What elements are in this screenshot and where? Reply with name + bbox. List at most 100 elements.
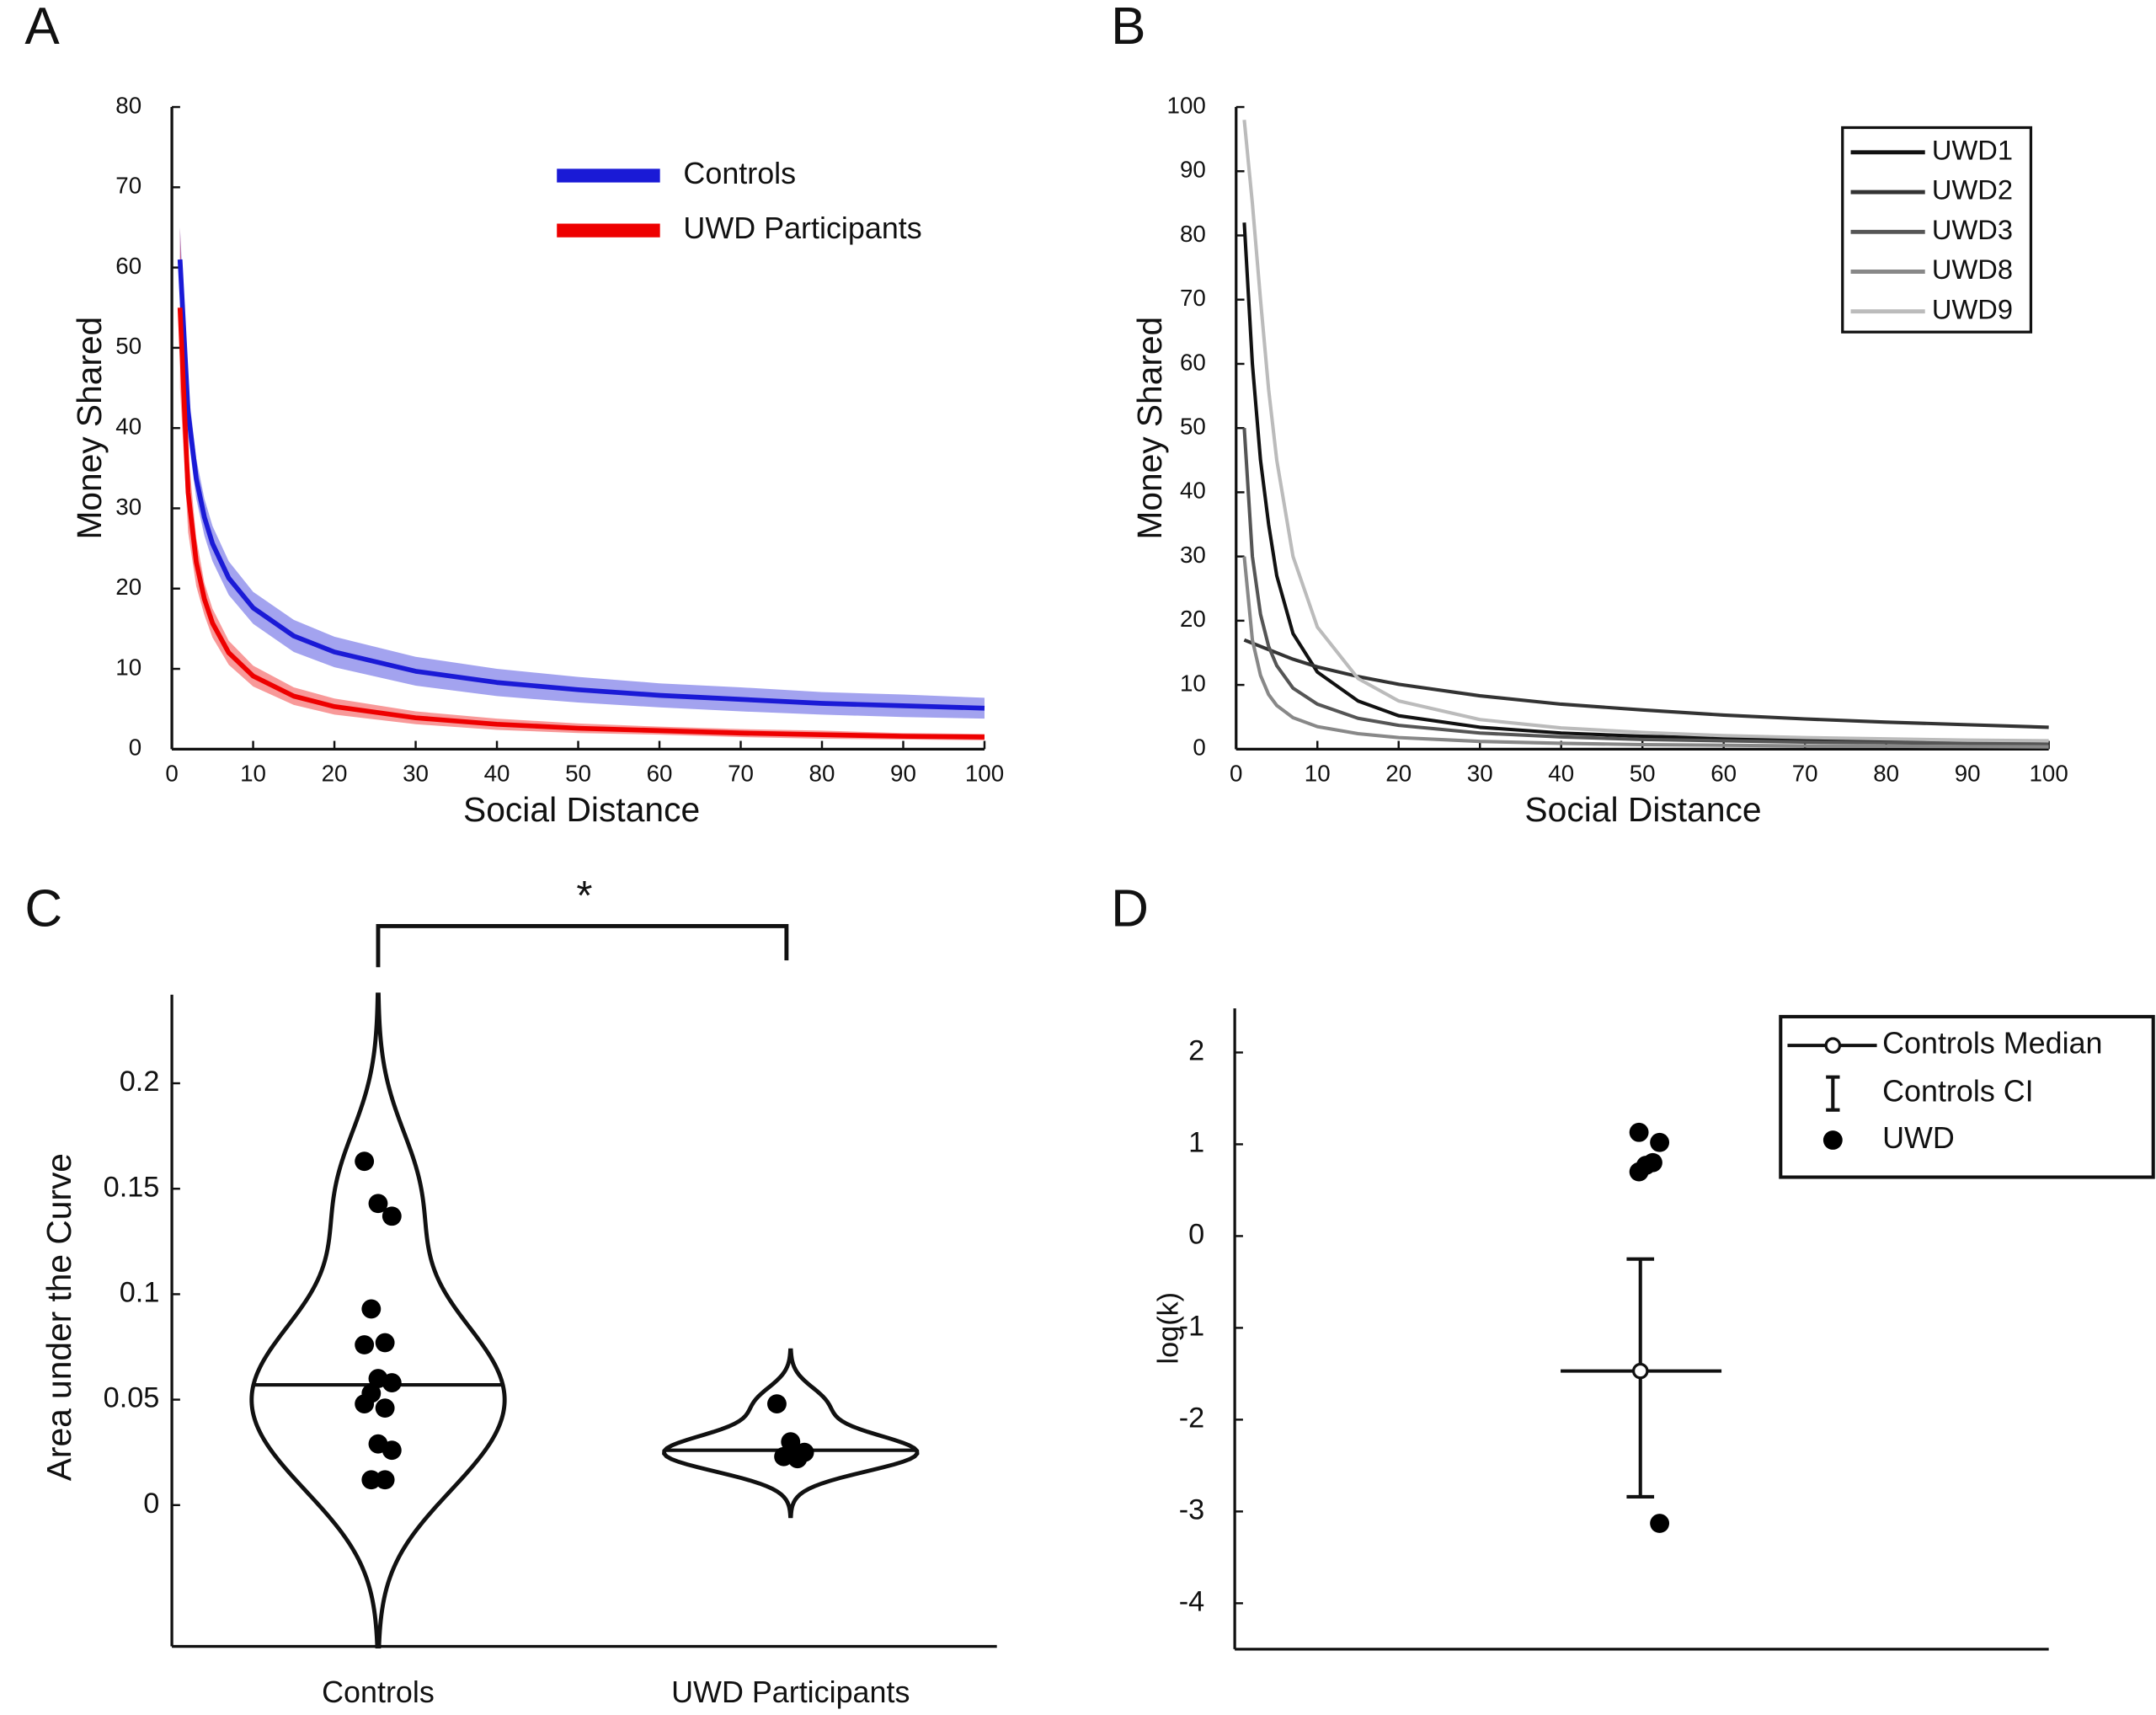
y-tick-label: 0.05	[104, 1382, 160, 1414]
x-tick-label: 10	[240, 761, 266, 787]
data-point	[375, 1398, 395, 1418]
data-point	[1650, 1514, 1670, 1533]
data-point	[1629, 1122, 1649, 1142]
legend-label: UWD1	[1932, 134, 2013, 165]
y-axis-label: log(k)	[1152, 1292, 1184, 1365]
data-point	[382, 1373, 402, 1392]
legend-label: UWD	[1882, 1121, 1955, 1155]
series-line	[1242, 222, 2049, 745]
data-point	[368, 1194, 388, 1214]
y-axis-label: Area under the Curve	[40, 1153, 78, 1481]
x-axis-label: Social Distance	[1524, 790, 1761, 829]
y-tick-label: 60	[115, 253, 141, 279]
x-tick-label: 0	[165, 761, 178, 787]
series-line	[1243, 638, 2049, 729]
y-tick-label: 20	[115, 574, 141, 600]
y-axis-label: Money Shared	[70, 317, 109, 540]
y-tick-label: 10	[115, 654, 141, 680]
panel-label: A	[24, 0, 60, 56]
data-point	[787, 1449, 808, 1469]
x-tick-label: 100	[2030, 761, 2068, 787]
y-tick-label: 0	[1188, 1218, 1204, 1250]
x-tick-label: 40	[484, 761, 510, 787]
panel-label: C	[24, 880, 62, 938]
data-point	[767, 1394, 787, 1414]
x-tick-label: 70	[1792, 761, 1818, 787]
legend-label: UWD2	[1932, 174, 2013, 206]
data-point	[375, 1470, 395, 1490]
y-tick-label: -1	[1179, 1310, 1204, 1342]
legend-swatch	[1824, 1037, 1842, 1054]
x-tick-label: 60	[647, 761, 673, 787]
legend-label: UWD Participants	[683, 211, 921, 245]
y-tick-label: 1	[1188, 1127, 1204, 1159]
data-point	[375, 1333, 395, 1353]
x-tick-label: 10	[1305, 761, 1331, 787]
y-tick-label: 0.15	[104, 1171, 160, 1203]
confidence-band	[179, 227, 985, 740]
data-point	[382, 1440, 402, 1461]
data-point	[355, 1335, 375, 1354]
legend-box	[1779, 1014, 2155, 1179]
legend-box	[1841, 126, 2033, 334]
y-tick-label: 30	[1180, 542, 1206, 568]
x-tick-label: 30	[1467, 761, 1493, 787]
data-point	[1650, 1132, 1670, 1152]
median-marker	[1631, 1362, 1649, 1380]
panel-label: D	[1111, 880, 1149, 938]
x-tick-label: 50	[1630, 761, 1656, 787]
series-line	[177, 307, 985, 740]
legend-label: UWD9	[1932, 293, 2013, 324]
series-line	[1242, 556, 2049, 749]
x-tick-label: 100	[965, 761, 1004, 787]
series-line	[177, 259, 985, 711]
data-point	[361, 1299, 382, 1319]
violin	[662, 1348, 920, 1519]
y-tick-label: 40	[115, 414, 141, 440]
violin	[249, 992, 507, 1649]
x-tick-label: 0	[1230, 761, 1242, 787]
legend-swatch	[1826, 1075, 1840, 1112]
significance-label: *	[576, 874, 592, 919]
data-point	[355, 1394, 375, 1414]
series-line	[1242, 428, 2049, 746]
y-tick-label: 40	[1180, 478, 1206, 504]
y-tick-label: -4	[1179, 1585, 1204, 1617]
x-tick-label: 80	[1873, 761, 1899, 787]
x-tick-label: 30	[403, 761, 429, 787]
legend-label: Controls	[683, 157, 796, 190]
significance-bracket	[376, 923, 789, 968]
x-tick-label: 90	[890, 761, 916, 787]
x-tick-label: 40	[1548, 761, 1574, 787]
x-tick-label: 60	[1710, 761, 1737, 787]
legend-label: UWD3	[1932, 214, 2013, 245]
y-tick-label: 0.2	[120, 1066, 160, 1098]
data-point	[361, 1470, 382, 1490]
panel-label: B	[1111, 0, 1145, 56]
y-tick-label: 30	[115, 494, 141, 520]
legend-swatch	[1822, 1130, 1843, 1150]
y-tick-label: 0	[129, 735, 141, 761]
y-tick-label: 2	[1188, 1035, 1204, 1067]
data-point	[382, 1206, 402, 1226]
y-tick-label: 70	[115, 173, 141, 199]
y-tick-label: -3	[1179, 1493, 1204, 1525]
x-tick-label: 50	[565, 761, 591, 787]
y-tick-label: 80	[115, 92, 141, 118]
y-axis-label: Money Shared	[1130, 317, 1169, 540]
y-tick-label: 10	[1180, 670, 1206, 696]
y-tick-label: 50	[1180, 414, 1206, 440]
x-tick-label: 20	[322, 761, 348, 787]
y-tick-label: 20	[1180, 606, 1206, 632]
x-axis-label: Social Distance	[463, 790, 700, 829]
y-tick-label: 0	[1193, 735, 1205, 761]
x-tick-label: 90	[1955, 761, 1981, 787]
data-point	[1629, 1162, 1649, 1182]
confidence-band	[179, 227, 985, 719]
x-tick-label: 70	[728, 761, 754, 787]
legend-label: UWD8	[1932, 254, 2013, 285]
y-tick-label: 90	[1180, 157, 1206, 183]
y-tick-label: 80	[1180, 221, 1206, 247]
